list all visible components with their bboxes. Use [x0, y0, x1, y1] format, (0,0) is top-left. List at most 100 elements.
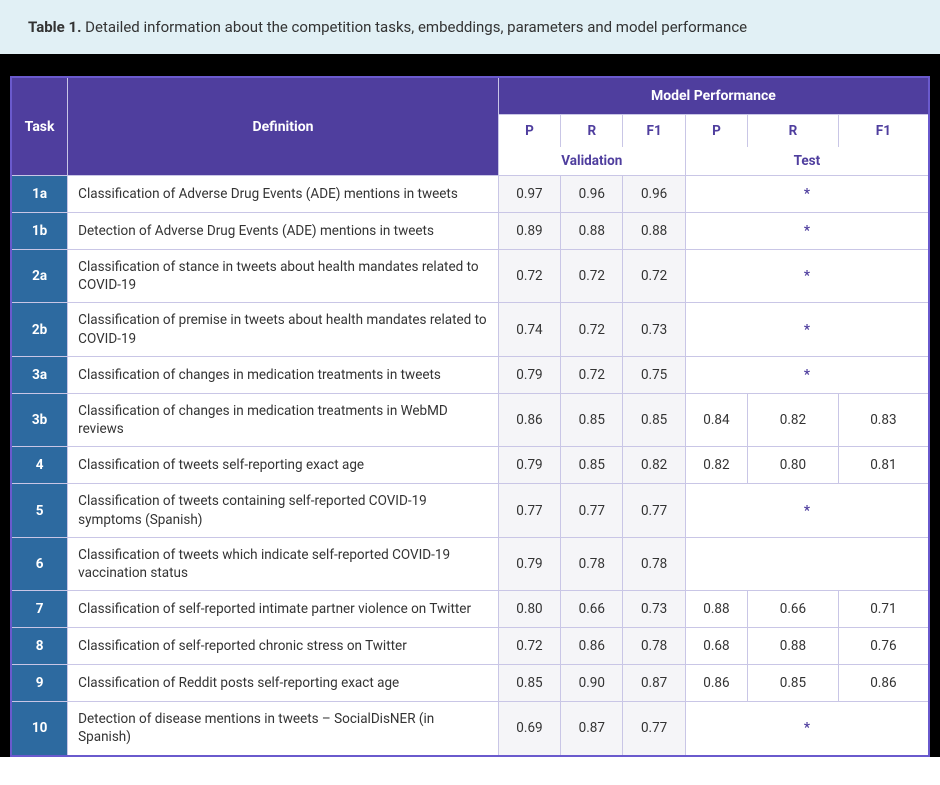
task-definition: Classification of tweets self-reporting …: [68, 447, 499, 484]
task-definition: Classification of Adverse Drug Events (A…: [68, 176, 499, 213]
table-row: 3bClassification of changes in medicatio…: [11, 393, 929, 446]
table-frame: Task Definition Model Performance P R F1…: [0, 54, 940, 757]
task-id: 1a: [11, 176, 68, 213]
validation-vF1: 0.77: [623, 484, 685, 537]
validation-vP: 0.85: [498, 665, 560, 702]
test-tP: 0.86: [685, 665, 747, 702]
validation-vP: 0.97: [498, 176, 560, 213]
validation-vR: 0.85: [561, 393, 623, 446]
test-star: *: [685, 250, 929, 303]
validation-vF1: 0.77: [623, 702, 685, 756]
test-star: *: [685, 484, 929, 537]
test-tP: 0.82: [685, 447, 747, 484]
task-id: 5: [11, 484, 68, 537]
validation-vR: 0.85: [561, 447, 623, 484]
task-definition: Classification of premise in tweets abou…: [68, 303, 499, 356]
task-definition: Classification of self-reported chronic …: [68, 628, 499, 665]
validation-vF1: 0.73: [623, 591, 685, 628]
test-tR: 0.66: [748, 591, 839, 628]
validation-vP: 0.77: [498, 484, 560, 537]
task-id: 4: [11, 447, 68, 484]
validation-vR: 0.72: [561, 250, 623, 303]
test-blank: [685, 537, 929, 590]
task-definition: Classification of tweets which indicate …: [68, 537, 499, 590]
task-definition: Classification of changes in medication …: [68, 356, 499, 393]
validation-vP: 0.79: [498, 537, 560, 590]
validation-vP: 0.69: [498, 702, 560, 756]
task-id: 2b: [11, 303, 68, 356]
test-tF1: 0.71: [838, 591, 929, 628]
task-id: 2a: [11, 250, 68, 303]
validation-vP: 0.86: [498, 393, 560, 446]
task-definition: Detection of disease mentions in tweets …: [68, 702, 499, 756]
validation-vR: 0.66: [561, 591, 623, 628]
validation-vR: 0.88: [561, 213, 623, 250]
table-row: 7Classification of self-reported intimat…: [11, 591, 929, 628]
table-row: 1aClassification of Adverse Drug Events …: [11, 176, 929, 213]
header-val-r: R: [561, 115, 623, 148]
table-row: 5Classification of tweets containing sel…: [11, 484, 929, 537]
validation-vR: 0.86: [561, 628, 623, 665]
test-tR: 0.88: [748, 628, 839, 665]
header-test-f1: F1: [838, 115, 929, 148]
task-definition: Classification of tweets containing self…: [68, 484, 499, 537]
table-caption: Table 1. Detailed information about the …: [0, 0, 940, 54]
validation-vP: 0.74: [498, 303, 560, 356]
header-task: Task: [11, 77, 68, 176]
validation-vF1: 0.87: [623, 665, 685, 702]
task-definition: Classification of changes in medication …: [68, 393, 499, 446]
table-row: 2aClassification of stance in tweets abo…: [11, 250, 929, 303]
test-tR: 0.82: [748, 393, 839, 446]
validation-vP: 0.89: [498, 213, 560, 250]
test-tF1: 0.76: [838, 628, 929, 665]
validation-vR: 0.90: [561, 665, 623, 702]
test-tF1: 0.83: [838, 393, 929, 446]
task-definition: Classification of Reddit posts self-repo…: [68, 665, 499, 702]
validation-vR: 0.77: [561, 484, 623, 537]
task-definition: Classification of stance in tweets about…: [68, 250, 499, 303]
task-id: 1b: [11, 213, 68, 250]
task-definition: Detection of Adverse Drug Events (ADE) m…: [68, 213, 499, 250]
validation-vF1: 0.78: [623, 628, 685, 665]
task-definition: Classification of self-reported intimate…: [68, 591, 499, 628]
table-row: 1bDetection of Adverse Drug Events (ADE)…: [11, 213, 929, 250]
validation-vP: 0.72: [498, 250, 560, 303]
task-id: 10: [11, 702, 68, 756]
task-id: 7: [11, 591, 68, 628]
task-id: 9: [11, 665, 68, 702]
header-test-r: R: [748, 115, 839, 148]
header-val-f1: F1: [623, 115, 685, 148]
validation-vF1: 0.78: [623, 537, 685, 590]
header-definition: Definition: [68, 77, 499, 176]
table-row: 3aClassification of changes in medicatio…: [11, 356, 929, 393]
test-tF1: 0.86: [838, 665, 929, 702]
table-row: 9Classification of Reddit posts self-rep…: [11, 665, 929, 702]
test-star: *: [685, 176, 929, 213]
test-tP: 0.84: [685, 393, 747, 446]
validation-vP: 0.79: [498, 356, 560, 393]
validation-vR: 0.72: [561, 356, 623, 393]
validation-vF1: 0.96: [623, 176, 685, 213]
validation-vF1: 0.88: [623, 213, 685, 250]
header-validation: Validation: [498, 147, 685, 176]
test-tR: 0.85: [748, 665, 839, 702]
validation-vR: 0.72: [561, 303, 623, 356]
table-row: 4Classification of tweets self-reporting…: [11, 447, 929, 484]
table-row: 2bClassification of premise in tweets ab…: [11, 303, 929, 356]
test-star: *: [685, 702, 929, 756]
validation-vF1: 0.82: [623, 447, 685, 484]
test-tR: 0.80: [748, 447, 839, 484]
performance-table: Task Definition Model Performance P R F1…: [10, 76, 930, 757]
validation-vP: 0.80: [498, 591, 560, 628]
test-tF1: 0.81: [838, 447, 929, 484]
header-test: Test: [685, 147, 929, 176]
validation-vP: 0.72: [498, 628, 560, 665]
validation-vF1: 0.73: [623, 303, 685, 356]
validation-vF1: 0.85: [623, 393, 685, 446]
task-id: 8: [11, 628, 68, 665]
validation-vF1: 0.75: [623, 356, 685, 393]
test-tP: 0.88: [685, 591, 747, 628]
test-star: *: [685, 356, 929, 393]
header-val-p: P: [498, 115, 560, 148]
task-id: 3a: [11, 356, 68, 393]
